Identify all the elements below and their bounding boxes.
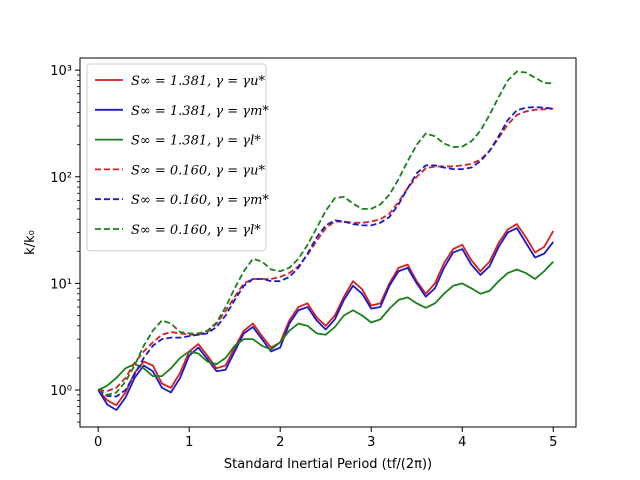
series-line-5: [97, 106, 554, 398]
x-tick-label: 1: [185, 435, 193, 450]
x-tick-label: 5: [549, 435, 557, 450]
y-tick-label: 10¹: [50, 277, 72, 292]
y-axis-label: k/k₀: [23, 230, 38, 255]
x-tick-label: 0: [94, 435, 102, 450]
series-line-2: [97, 227, 554, 411]
legend-entry-3: S∞ = 1.381, γ = γl*: [131, 134, 261, 149]
x-tick-label: 2: [276, 435, 284, 450]
y-tick-label: 10⁰: [50, 384, 72, 399]
legend-entry-2: S∞ = 1.381, γ = γm*: [131, 104, 269, 119]
x-tick-label: 4: [458, 435, 466, 450]
y-tick-label: 10²: [50, 171, 72, 186]
legend-entry-6: S∞ = 0.160, γ = γl*: [131, 223, 261, 238]
legend-entry-1: S∞ = 1.381, γ = γu*: [131, 74, 265, 89]
x-tick-label: 3: [367, 435, 375, 450]
plot-area: [97, 70, 555, 411]
x-axis-label: Standard Inertial Period (tf/(2π)): [224, 457, 432, 472]
axes-frame: [79, 57, 577, 428]
series-line-1: [97, 223, 555, 407]
series-line-3: [97, 261, 554, 391]
series-line-6: [97, 70, 554, 396]
y-tick-label: 10³: [50, 64, 72, 79]
axes: 0 1 2 3 4 5 10⁰ 10¹ 10² 10³ Standard Inertial Peri…: [23, 57, 577, 472]
series-line-4: [98, 107, 554, 392]
legend-box: [86, 63, 267, 252]
legend-entry-4: S∞ = 0.160, γ = γu*: [131, 163, 265, 178]
legend-entry-5: S∞ = 0.160, γ = γm*: [131, 193, 269, 208]
legend: S∞ = 1.381, γ = γu* S∞ = 1.381, γ = γm* S∞…: [86, 63, 269, 252]
